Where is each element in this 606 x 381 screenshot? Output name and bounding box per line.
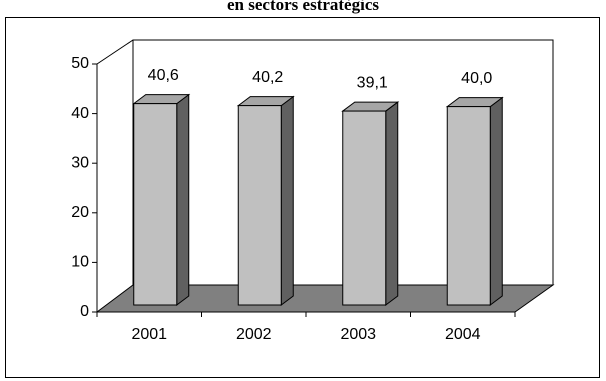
data-label: 40,2 [252,69,283,86]
data-label: 39,1 [357,74,388,91]
bar-side [280,95,294,306]
bar [342,110,387,306]
y-tick-label: 10 [71,254,89,271]
back-wall [132,39,554,285]
chart-title: en sectors estratègics [227,0,379,14]
y-tick-label: 50 [71,55,89,72]
data-label: 40,0 [461,70,492,87]
y-tick-label: 30 [71,154,89,171]
x-tick-label: 2003 [340,326,376,343]
x-tick-label: 2002 [236,326,272,343]
data-label: 40,6 [148,67,179,84]
x-tick-label: 2001 [131,326,167,343]
bar-side [176,93,190,306]
bar-side [385,101,399,306]
y-tick-label: 20 [71,204,89,221]
chart-frame [5,17,600,378]
bar [237,105,282,306]
x-tick-label: 2004 [445,326,481,343]
bar-side [489,96,503,306]
bar [446,106,491,306]
wall-edge [96,39,134,65]
y-tick-label: 0 [80,303,89,320]
y-tick-label: 40 [71,105,89,122]
bar [133,103,178,306]
